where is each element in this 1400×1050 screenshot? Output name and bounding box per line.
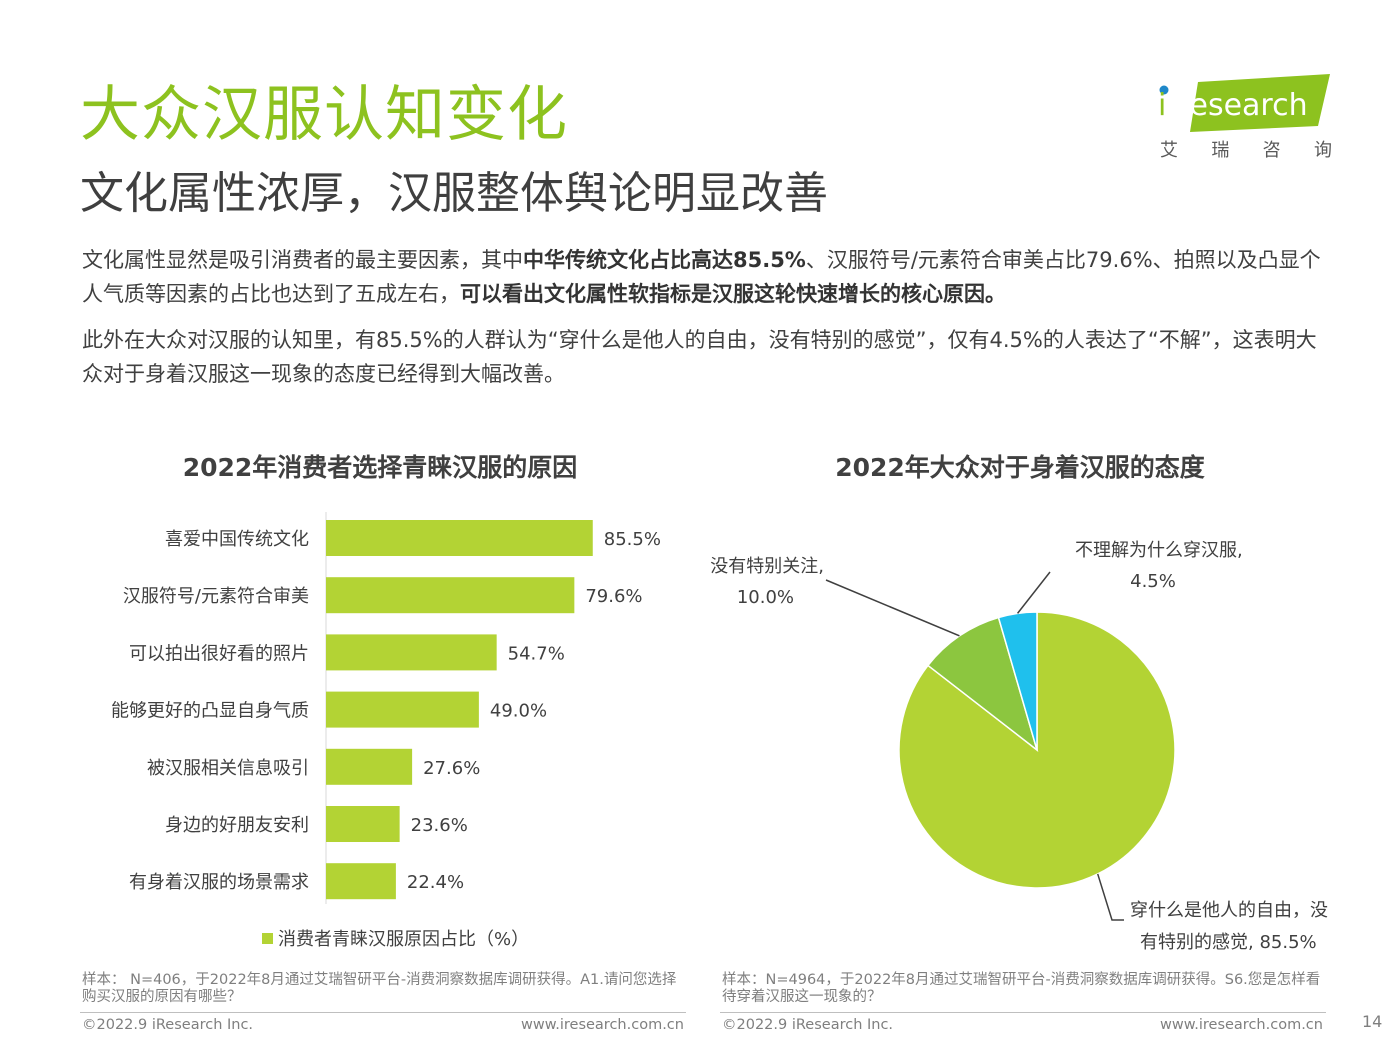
para1-text-a: 文化属性显然是吸引消费者的最主要因素，其中: [82, 248, 523, 272]
bar-value-label: 27.6%: [423, 758, 480, 779]
pie-label-line2: 10.0%: [737, 587, 794, 608]
logo-cn-char: 艾: [1160, 140, 1178, 161]
bar-category-label: 喜爱中国传统文化: [165, 529, 309, 550]
bar-chart-legend: 消费者青睐汉服原因占比（%）: [262, 925, 529, 951]
bar-value-label: 85.5%: [604, 529, 661, 550]
sample-note-left: 样本： N=406，于2022年8月通过艾瑞智研平台-消费洞察数据库调研获得。A…: [82, 972, 677, 1005]
pie-label-line2: 有特别的感觉, 85.5%: [1140, 932, 1317, 953]
logo-text: Research: [1170, 88, 1308, 123]
pie-slice: [926, 616, 1039, 753]
bar-value-label: 23.6%: [411, 815, 468, 836]
pie-chart: 穿什么是他人的自由，没有特别的感觉, 85.5% 没有特别关注, 10.0% 不理解为…: [710, 540, 1328, 953]
bar-category-label: 可以拍出很好看的照片: [129, 643, 309, 664]
legend-swatch: [262, 932, 273, 944]
bar-value-label: 54.7%: [508, 643, 565, 664]
bar: [326, 863, 396, 900]
bar-category-label: 有身着汉服的场景需求: [129, 872, 309, 893]
bar-value-label: 49.0%: [490, 701, 547, 722]
pie-label-line1: 不理解为什么穿汉服,: [1075, 540, 1243, 561]
pie-leader-line: [825, 579, 960, 637]
page-subtitle: 文化属性浓厚，汉服整体舆论明显改善: [80, 168, 828, 219]
footer-divider-left: [80, 1012, 686, 1013]
bar-value-label: 22.4%: [407, 872, 464, 893]
page-number: 14: [1362, 1012, 1383, 1031]
legend-label: 消费者青睐汉服原因占比（%）: [278, 929, 530, 950]
footer-divider-right: [720, 1012, 1326, 1013]
copyright-right: ©2022.9 iResearch Inc.: [722, 1017, 894, 1033]
bar: [326, 691, 479, 728]
page-title: 大众汉服认知变化: [80, 80, 568, 150]
para1-bold-b: 中华传统文化占比高达85.5%: [523, 248, 806, 272]
logo-cn-char: 询: [1313, 140, 1332, 161]
iresearch-logo: i Research: [1158, 74, 1330, 132]
bar-category-label: 能够更好的凸显自身气质: [111, 701, 309, 722]
bar-category-label: 身边的好朋友安利: [165, 815, 309, 836]
bar: [326, 748, 413, 785]
url-left: www.iresearch.com.cn: [521, 1017, 684, 1033]
bar: [326, 634, 497, 671]
sample-note-right: 样本：N=4964，于2022年8月通过艾瑞智研平台-消费洞察数据库调研获得。S…: [722, 972, 1321, 1005]
pie-chart-title: 2022年大众对于身着汉服的态度: [835, 453, 1205, 482]
bar: [326, 577, 575, 614]
logo-cn: 艾 瑞 咨 询: [1160, 136, 1332, 162]
pie-leader-line: [1016, 571, 1051, 614]
para1-bold-d: 可以看出文化属性软指标是汉服这轮快速增长的核心原因。: [460, 282, 1006, 306]
para1-text-c: 、汉服符号/元素符合审美占比79.6%、拍照以及凸显个人气质等因素的占比也达到了…: [82, 248, 1321, 306]
bar-value-label: 79.6%: [585, 586, 642, 607]
bar-category-label: 被汉服相关信息吸引: [147, 758, 309, 779]
pie-leader-line: [1096, 873, 1124, 921]
bar: [326, 806, 400, 842]
paragraph-2: 此外在大众对汉服的认知里，有85.5%的人群认为“穿什么是他人的自由，没有特别的…: [82, 328, 1317, 386]
bar-category-label: 汉服符号/元素符合审美: [123, 586, 309, 607]
logo-cn-char: 咨: [1262, 140, 1281, 161]
logo-i: i: [1158, 88, 1166, 123]
paragraph-1: 文化属性显然是吸引消费者的最主要因素，其中中华传统文化占比高达85.5%、汉服符…: [82, 243, 1327, 311]
pie-label-line2: 4.5%: [1130, 571, 1176, 592]
logo-cn-char: 瑞: [1211, 140, 1230, 161]
bar-chart-title: 2022年消费者选择青睐汉服的原因: [182, 453, 578, 482]
bar: [326, 520, 593, 556]
pie-label-line1: 穿什么是他人的自由，没: [1130, 900, 1328, 921]
pie-label-line1: 没有特别关注,: [710, 556, 824, 577]
url-right: www.iresearch.com.cn: [1160, 1017, 1323, 1033]
bar-chart: 喜爱中国传统文化 85.5% 汉服符号/元素符合审美 79.6% 可以拍出很好看的照片 5…: [111, 512, 661, 904]
copyright-left: ©2022.9 iResearch Inc.: [82, 1017, 254, 1033]
